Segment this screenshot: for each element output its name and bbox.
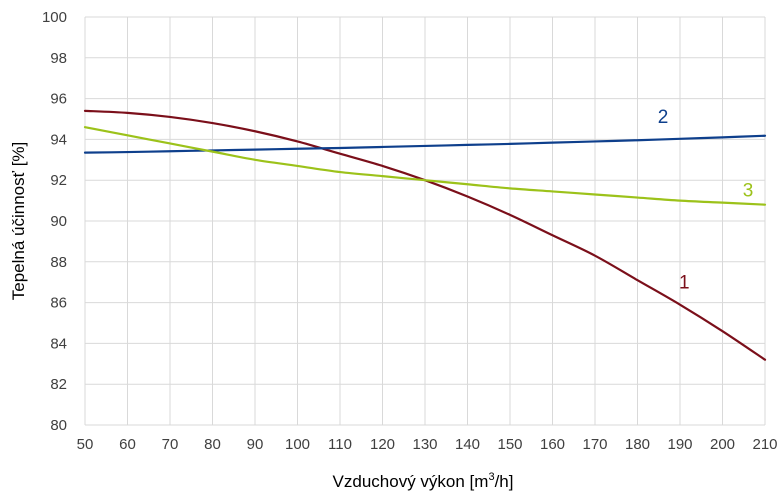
x-tick-label: 190 (667, 436, 692, 453)
series-line-2 (83, 134, 767, 154)
x-tick-label: 160 (540, 436, 565, 453)
series-lines (83, 109, 767, 361)
series-labels: 1 2 3 (658, 107, 754, 293)
y-tick-label: 90 (50, 213, 67, 230)
x-tick-label: 80 (204, 436, 221, 453)
y-tick-label: 92 (50, 172, 67, 189)
series-line-3 (83, 126, 767, 206)
x-tick-label: 170 (582, 436, 607, 453)
y-axis-title: Tepelná účinnosť [%] (9, 142, 28, 301)
x-tick-label: 70 (162, 436, 179, 453)
x-tick-label: 50 (77, 436, 94, 453)
y-tick-label: 100 (42, 9, 67, 26)
x-tick-label: 110 (328, 436, 352, 453)
x-axis-title: Vzduchový výkon [m3/h] (333, 471, 514, 491)
y-tick-label: 84 (50, 335, 67, 352)
x-tick-label: 130 (412, 436, 437, 453)
y-tick-label: 94 (50, 131, 67, 148)
y-tick-label: 98 (50, 50, 67, 67)
x-tick-label: 120 (370, 436, 395, 453)
y-tick-label: 86 (50, 295, 67, 312)
y-tick-label: 80 (50, 417, 67, 434)
x-tick-label: 200 (710, 436, 735, 453)
grid (84, 16, 766, 426)
x-tick-label: 150 (497, 436, 522, 453)
x-tick-label: 180 (625, 436, 650, 453)
tick-labels: 80 82 84 86 88 90 92 94 96 98 100 50 60 70 80 90 100 110 1… (42, 9, 778, 453)
x-axis-title-tail: /h] (495, 472, 514, 491)
y-tick-label: 88 (50, 254, 67, 271)
series-label-3: 3 (743, 181, 754, 202)
series-label-1: 1 (679, 272, 690, 293)
x-axis-title-main: Vzduchový výkon [m (333, 472, 489, 491)
x-tick-label: 100 (285, 436, 310, 453)
x-tick-label: 140 (455, 436, 480, 453)
x-axis-title-superscript: 3 (488, 471, 494, 483)
y-tick-label: 82 (50, 376, 67, 393)
x-tick-label: 60 (119, 436, 136, 453)
x-tick-label: 90 (247, 436, 264, 453)
x-tick-label: 210 (752, 436, 777, 453)
y-tick-label: 96 (50, 91, 67, 108)
series-label-2: 2 (658, 107, 669, 128)
